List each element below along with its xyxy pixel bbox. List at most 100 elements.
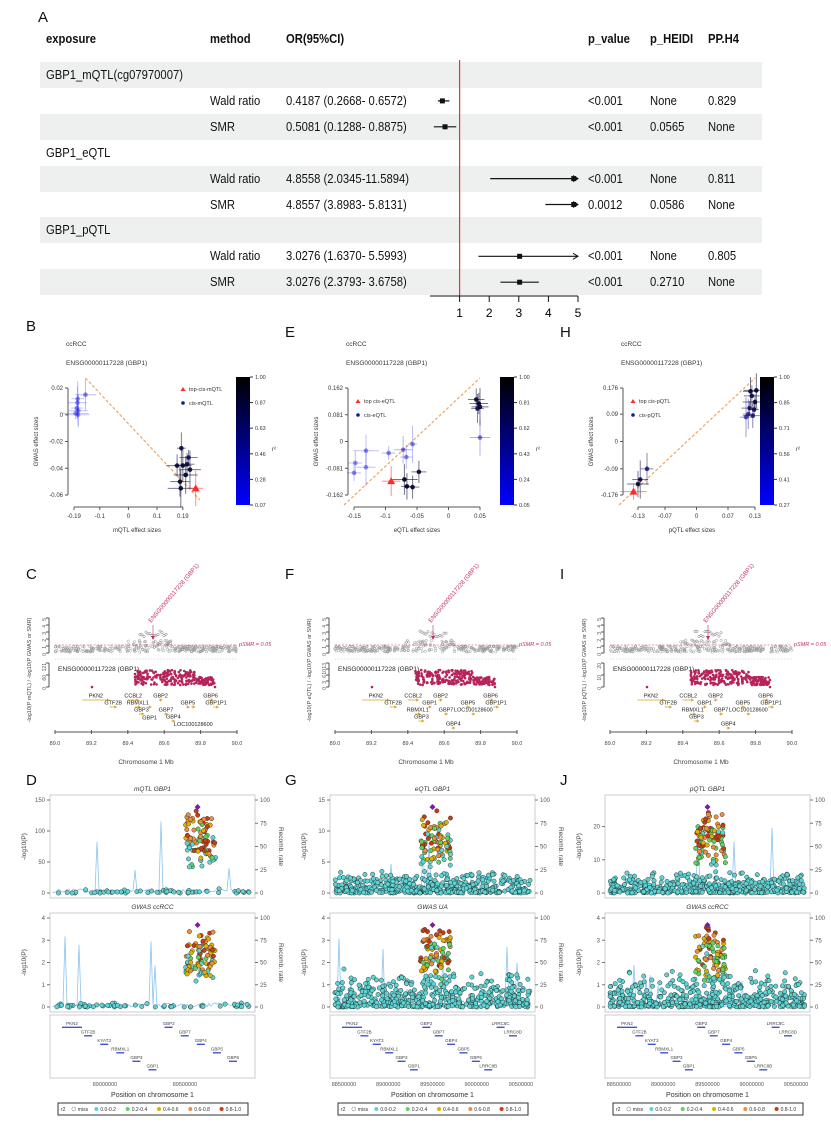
snp-point [379, 977, 384, 983]
gene-label: KYAT3 [97, 1038, 111, 1043]
y-tick-label: 0.09 [606, 412, 618, 418]
gwas-point [677, 650, 681, 654]
gwas-point [505, 647, 509, 651]
qtl-point [194, 677, 197, 680]
gwas-point [775, 648, 779, 652]
qtl-point [729, 676, 733, 679]
y-tick-label: 1 [322, 646, 328, 649]
snp-point [648, 890, 654, 896]
pp-h4-cell: 0.829 [708, 93, 737, 108]
snp-point [461, 875, 467, 881]
snp-point [434, 932, 439, 938]
snp-point [795, 875, 801, 881]
gwas-point [203, 645, 207, 648]
y-tick-label: 3 [597, 938, 601, 944]
snp-point [427, 890, 433, 896]
panel-label-g: G [285, 772, 297, 789]
y-tick-label: 4 [42, 625, 48, 628]
qtl-point [745, 673, 748, 676]
p-value-cell: <0.001 [588, 93, 623, 108]
gene-label: GBP7 [159, 708, 174, 714]
legend-label: 0.8-1.0 [226, 1107, 242, 1113]
snp-point [777, 990, 783, 996]
gwas-point [464, 650, 468, 654]
qtl-point [420, 672, 423, 675]
gwas-point [748, 645, 752, 649]
snp-point [217, 1003, 223, 1009]
snp-point [212, 840, 218, 846]
gwas-point [421, 640, 425, 644]
snp-point [705, 833, 711, 839]
snp-point [432, 968, 438, 974]
gwas-point [143, 640, 147, 644]
snp-point [617, 889, 623, 895]
snp-point [645, 876, 651, 882]
snp-point [448, 879, 454, 885]
gwas-point [75, 649, 79, 653]
snp-point [74, 405, 80, 411]
snp-point [720, 830, 726, 836]
snp-point [637, 477, 643, 482]
gwas-point [140, 633, 144, 637]
qtl-point [136, 676, 139, 679]
gwas-point [609, 645, 613, 649]
snp-point [757, 984, 763, 990]
gene-arrow [192, 705, 196, 709]
gwas-point [713, 640, 717, 644]
gwas-point [158, 629, 162, 633]
snp-point [176, 889, 182, 895]
x-tick-label: 89000000 [376, 1082, 400, 1088]
gwas-point [695, 640, 699, 643]
qtl-point [767, 681, 771, 684]
gwas-point [444, 640, 448, 643]
snp-point [696, 855, 702, 860]
snp-point [504, 992, 510, 998]
qtl-point [185, 679, 188, 683]
gwas-point [165, 638, 169, 642]
qtl-point [741, 682, 744, 685]
snp-point [694, 838, 700, 844]
x-tick-label: 89000000 [93, 1082, 117, 1088]
colorbar-tick-label: 1.00 [255, 375, 266, 381]
track-title: eQTL GBP1 [415, 786, 451, 793]
qtl-point [425, 681, 429, 684]
qtl-point [475, 683, 478, 686]
p-value-cell: <0.001 [588, 275, 623, 290]
snp-point [706, 881, 712, 887]
snp-point [204, 889, 210, 894]
gwas-point [87, 644, 91, 648]
gwas-point [680, 646, 684, 650]
snp-point [363, 989, 369, 995]
gwas-point [164, 632, 168, 636]
qtl-point [728, 672, 731, 676]
gwas-point [210, 649, 214, 653]
gene-label: GBP2 [163, 1021, 176, 1026]
qtl-point [185, 676, 188, 679]
gwas-point [441, 645, 445, 649]
gwas-point [453, 650, 457, 654]
gene-label: GBP3 [130, 1055, 143, 1060]
qtl-point [732, 681, 735, 684]
qtl-point [166, 674, 169, 678]
y-axis-label: -log10(P) [576, 949, 583, 976]
gene-label: CCBL2 [679, 694, 697, 700]
table-row: SMR 3.0276 (2.3793- 3.6758) <0.001 0.2710 No… [40, 269, 762, 296]
snp-point [649, 873, 655, 879]
snp-point [345, 1003, 351, 1008]
x-axis-label: Chromosome 1 Mb [673, 759, 729, 766]
qtl-point [700, 673, 703, 677]
snp-point [705, 852, 711, 858]
snp-point [437, 988, 443, 994]
x-tick-label: 89.4 [402, 741, 413, 747]
gene-label: GBP1P1 [760, 701, 781, 707]
track-title: pQTL GBP1 [689, 786, 726, 793]
gwas-point [642, 645, 645, 649]
snp-point [624, 870, 630, 876]
gwas-point [76, 647, 80, 651]
qtl-point [180, 678, 184, 681]
legend-label: 0.6-0.8 [474, 1107, 490, 1113]
y-tick-label: 0.02 [51, 386, 63, 392]
snp-point [509, 973, 514, 979]
snp-point [333, 996, 339, 1002]
x-tick-label: 0 [447, 514, 451, 520]
